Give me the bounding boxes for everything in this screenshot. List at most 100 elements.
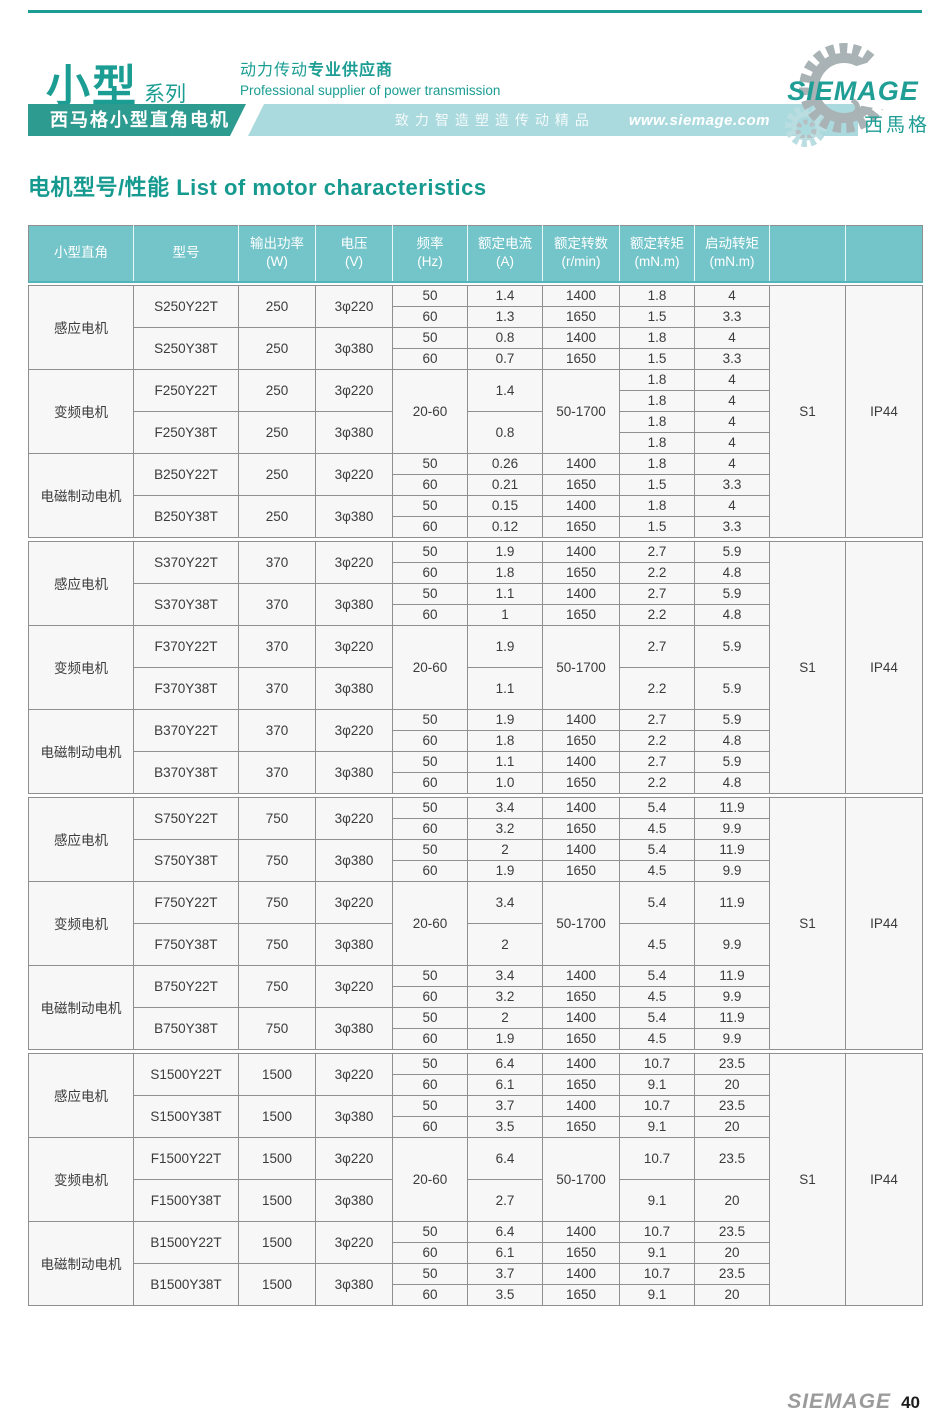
page-footer: SIEMAGE 40 [787, 1390, 920, 1414]
table-cell: 750 [238, 964, 316, 1008]
table-cell: 1400 [542, 1262, 620, 1285]
table-cell: 60 [392, 603, 468, 626]
table-cell: 2.7 [619, 582, 695, 605]
table-cell: 感应电机 [28, 284, 134, 370]
table-cell: F750Y22T [133, 880, 239, 924]
table-cell: 1.8 [467, 561, 543, 584]
table-cell: F250Y38T [133, 410, 239, 454]
table-cell: 1.5 [619, 515, 695, 538]
table-cell: 20-60 [392, 624, 468, 710]
table-cell: 9.9 [694, 1027, 770, 1050]
table-cell: 1400 [542, 1006, 620, 1029]
table-cell: 23.5 [694, 1262, 770, 1285]
table-cell: 20 [694, 1073, 770, 1096]
table-cell: 23.5 [694, 1052, 770, 1075]
table-cell: 3.3 [694, 347, 770, 370]
table-cell: B1500Y38T [133, 1262, 239, 1306]
table-cell: 3φ380 [315, 750, 393, 794]
table-cell: 1.8 [619, 410, 695, 433]
banner-light-segment: 致力智造塑造传动精品 www.siemage.com [248, 104, 858, 136]
table-row: S370Y38T 370 3φ380 50 1.1 1400 2.7 5.9 [29, 582, 923, 626]
table-cell: S1 [769, 796, 846, 1050]
table-cell: 变频电机 [28, 368, 134, 454]
table-cell: S750Y38T [133, 838, 239, 882]
table-cell: 1.5 [619, 473, 695, 496]
table-cell: 2 [467, 1006, 543, 1029]
table-cell: 5.9 [694, 666, 770, 710]
table-cell: 1.8 [619, 494, 695, 517]
table-cell: 50 [392, 540, 468, 563]
table-cell: 1.8 [619, 389, 695, 412]
table-cell: 1400 [542, 1094, 620, 1117]
table-cell: 370 [238, 708, 316, 752]
column-header: 输出功率 (W) [238, 225, 316, 282]
table-cell: F370Y22T [133, 624, 239, 668]
table-cell: 370 [238, 666, 316, 710]
table-cell: 20-60 [392, 368, 468, 454]
table-cell: 1.8 [467, 729, 543, 752]
table-row: 感应电机 S1500Y22T 1500 3φ220 50 6.4 1400 10.7 23.5 S… [28, 1052, 923, 1306]
table-row: B750Y38T 750 3φ380 50 2 1400 5.4 11.9 [29, 1006, 923, 1050]
table-cell: 1400 [542, 750, 620, 773]
slogan-cn-regular: 动力传动 [240, 62, 309, 79]
table-cell: 3φ380 [315, 1178, 393, 1222]
table-row: 变频电机 F250Y22T 250 3φ220 20-60 1.4 50-1700 1.8 4 [28, 368, 923, 454]
table-cell: 20-60 [392, 880, 468, 966]
series-title: 小型 系列 [46, 50, 186, 114]
table-cell: 1650 [542, 305, 620, 328]
table-cell: 5.9 [694, 624, 770, 668]
table-cell: B250Y38T [133, 494, 239, 538]
table-cell: 1.8 [619, 284, 695, 307]
table-cell: B370Y22T [133, 708, 239, 752]
table-cell: 2.2 [619, 729, 695, 752]
slogan: 动力传动专业供应商 Professional supplier of power… [240, 56, 500, 98]
table-cell: 1650 [542, 347, 620, 370]
table-cell: 0.21 [467, 473, 543, 496]
table-cell: 1.1 [467, 750, 543, 773]
table-cell: 1400 [542, 284, 620, 307]
table-cell: F1500Y22T [133, 1136, 239, 1180]
table-cell: 5.9 [694, 750, 770, 773]
table-row: B1500Y38T 1500 3φ380 50 3.7 1400 10.7 23.5 [29, 1262, 923, 1306]
table-cell: 感应电机 [28, 796, 134, 882]
table-cell: 60 [392, 1283, 468, 1306]
table-cell: 电磁制动电机 [28, 452, 134, 538]
table-cell: 60 [392, 1241, 468, 1264]
table-cell: 3φ380 [315, 1262, 393, 1306]
table-cell: 9.1 [619, 1178, 695, 1222]
table-row: 60 1.8 1650 2.2 4.8 [29, 729, 923, 752]
table-cell: 0.12 [467, 515, 543, 538]
table-cell: S750Y22T [133, 796, 239, 840]
gear-icon [795, 43, 894, 138]
table-cell: 4.5 [619, 817, 695, 840]
column-header: 电压 (V) [315, 225, 393, 282]
table-cell: 4.8 [694, 603, 770, 626]
table-cell: 9.9 [694, 985, 770, 1008]
table-cell: 60 [392, 347, 468, 370]
table-cell: S1 [769, 540, 846, 794]
table-row: F1500Y38T 1500 3φ380 2.7 9.1 20 [29, 1178, 923, 1222]
table-cell: IP44 [845, 540, 923, 794]
table-cell: 50-1700 [542, 624, 620, 710]
table-row: 60 3.5 1650 9.1 20 [29, 1283, 923, 1306]
table-header: 小型直角 型号 输出功率 (W) 电压 (V) 频率 (Hz) 额定电流 (A) 额定转数 (r/mi… [28, 225, 923, 283]
table-row: S1500Y38T 1500 3φ380 50 3.7 1400 10.7 23.5 [29, 1094, 923, 1138]
table-cell: 3φ220 [315, 708, 393, 752]
footer-brand: SIEMAGE [787, 1390, 892, 1413]
table-cell: 1650 [542, 1073, 620, 1096]
top-rule [28, 10, 922, 13]
table-cell: 250 [238, 326, 316, 370]
table-cell: 50 [392, 750, 468, 773]
table-cell: 3.4 [467, 796, 543, 819]
table-cell: 0.15 [467, 494, 543, 517]
table-cell: 9.1 [619, 1073, 695, 1096]
table-cell: B370Y38T [133, 750, 239, 794]
table-cell: 6.1 [467, 1241, 543, 1264]
table-cell: 4 [694, 410, 770, 433]
table-cell: 10.7 [619, 1220, 695, 1243]
brand-logo: SIEMAGE 西馬格 [772, 38, 932, 147]
banner-left-label: 西马格小型直角电机 [28, 104, 246, 136]
table-cell: 10.7 [619, 1052, 695, 1075]
table-cell: 750 [238, 1006, 316, 1050]
table-cell: 1.4 [467, 284, 543, 307]
